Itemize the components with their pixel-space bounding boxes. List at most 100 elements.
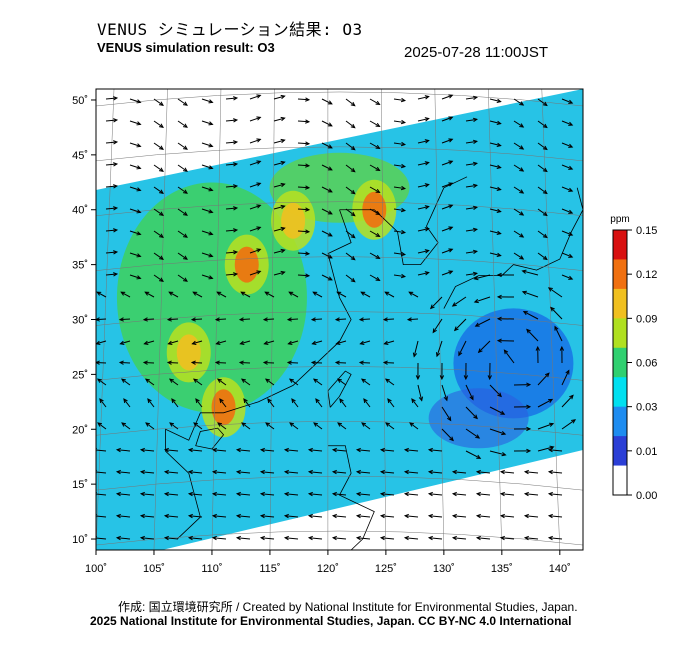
wind-arrow-157 [513, 252, 525, 260]
wind-arrow-105 [225, 206, 239, 211]
wind-arrow-114 [441, 204, 454, 210]
wind-arrow-27 [273, 116, 286, 122]
wind-arrow-294 [441, 406, 452, 422]
wind-arrow-375 [451, 491, 467, 497]
wind-arrow-318 [537, 422, 555, 430]
wind-arrow-115 [465, 205, 479, 211]
wind-arrow-73 [417, 161, 430, 166]
wind-arrow-63 [177, 164, 188, 172]
wind-arrow-223 [167, 340, 179, 345]
wind-arrow-230 [335, 340, 347, 345]
wind-arrow-272 [384, 378, 395, 386]
wind-arrow-349 [307, 469, 323, 475]
wind-arrow-6 [249, 94, 262, 100]
wind-arrow-309 [313, 422, 323, 430]
wind-arrow-209 [310, 317, 323, 322]
wind-arrow-47 [273, 138, 286, 144]
wind-arrow-213 [406, 317, 419, 322]
wind-arrow-412 [379, 535, 395, 541]
wind-arrow-164 [201, 274, 214, 280]
license-text: 2025 National Institute for Environmenta… [90, 614, 572, 628]
wind-arrow-95 [465, 183, 479, 189]
wind-arrow-403 [163, 535, 179, 541]
meridian-135 [488, 89, 503, 550]
wind-arrow-323 [163, 447, 179, 453]
wind-arrow-256 [487, 362, 492, 381]
wind-arrow-24 [201, 120, 214, 126]
wind-arrow-126 [249, 226, 262, 232]
wind-arrow-310 [337, 422, 347, 430]
wind-arrow-329 [307, 447, 323, 453]
wind-arrow-67 [273, 160, 286, 166]
wind-arrow-293 [411, 398, 419, 408]
wind-arrow-82 [153, 186, 164, 194]
wind-arrow-224 [191, 340, 203, 345]
wind-arrow-84 [201, 186, 214, 192]
wind-arrow-327 [259, 447, 275, 453]
wind-arrow-225 [215, 340, 227, 345]
wind-arrow-333 [403, 447, 419, 453]
wind-arrow-379 [547, 491, 563, 497]
wind-arrow-76 [489, 164, 502, 169]
wind-arrow-339 [547, 447, 563, 453]
wind-arrow-128 [297, 229, 311, 234]
wind-arrow-344 [187, 469, 203, 475]
wind-arrow-364 [187, 491, 203, 497]
hotspot-3 [211, 389, 236, 426]
timestamp: 2025-07-28 11:00JST [404, 44, 548, 61]
wind-arrow-103 [177, 208, 188, 216]
wind-arrow-11 [369, 98, 381, 105]
wind-arrow-108 [297, 207, 311, 212]
wind-arrow-167 [273, 270, 286, 276]
wind-arrow-124 [201, 230, 214, 236]
wind-arrow-359 [547, 469, 563, 475]
wind-arrow-162 [153, 274, 164, 282]
wind-arrow-214 [432, 318, 443, 334]
wind-arrow-96 [489, 186, 502, 191]
coastline-2 [443, 187, 583, 309]
wind-arrow-8 [297, 97, 311, 102]
wind-arrow-203 [166, 317, 179, 322]
wind-arrow-23 [177, 120, 188, 128]
wind-arrow-317 [513, 426, 532, 432]
wind-arrow-193 [408, 291, 419, 298]
wind-arrow-9 [321, 98, 333, 105]
wind-arrow-252 [382, 360, 395, 365]
wind-arrow-237 [496, 338, 515, 343]
wind-arrow-257 [503, 349, 515, 364]
wind-arrow-125 [225, 228, 239, 233]
wind-arrow-77 [513, 164, 525, 172]
wind-arrow-123 [177, 230, 188, 238]
wind-arrow-345 [211, 469, 227, 475]
wind-arrow-197 [496, 294, 515, 300]
y-axis-ticks: 10˚ 15˚ 20˚ 25˚ 30˚ 35˚ 40˚ 45˚ 50˚ [72, 95, 96, 546]
wind-arrow-278 [537, 372, 550, 386]
wind-arrow-393 [403, 513, 419, 519]
wind-arrow-205 [214, 317, 227, 322]
wind-arrow-40 [105, 140, 119, 145]
wind-arrow-350 [331, 469, 347, 475]
wind-arrow-187 [264, 291, 275, 298]
wind-arrow-186 [240, 291, 251, 298]
wind-arrow-418 [523, 535, 539, 541]
wind-arrow-110 [345, 208, 356, 217]
wind-arrow-41 [129, 142, 142, 148]
wind-arrow-380 [96, 513, 107, 519]
wind-arrow-284 [195, 398, 203, 408]
wind-arrow-244 [190, 360, 203, 365]
wind-arrow-59 [561, 142, 574, 148]
wind-arrow-112 [393, 207, 407, 213]
wind-arrow-265 [216, 378, 227, 386]
wind-arrow-218 [522, 311, 539, 320]
wind-arrow-148 [297, 251, 311, 256]
wind-arrow-134 [441, 226, 454, 232]
parallel-15 [96, 475, 583, 491]
wind-arrow-266 [240, 378, 251, 386]
wind-arrow-215 [453, 318, 467, 332]
wind-arrow-405 [211, 535, 227, 541]
wind-arrow-250 [334, 360, 347, 365]
wind-arrow-91 [369, 186, 381, 193]
wind-arrow-376 [475, 491, 491, 497]
